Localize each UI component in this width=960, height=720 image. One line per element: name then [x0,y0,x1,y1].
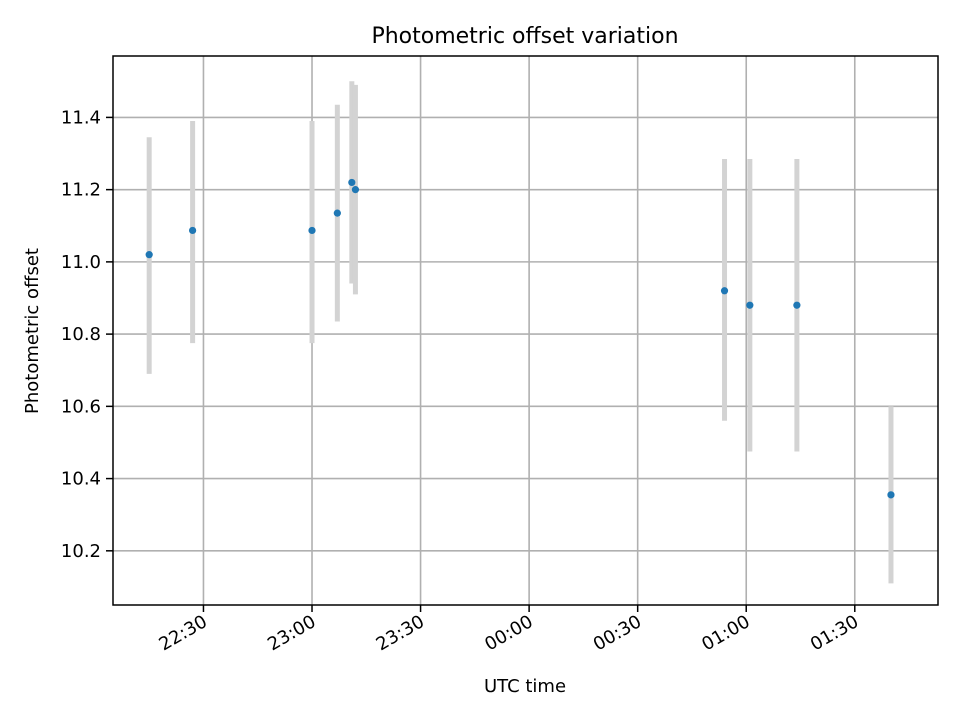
x-tick-label: 22:30 [156,611,211,655]
data-point [793,301,801,309]
data-point [887,491,895,499]
y-tick-label: 10.8 [61,324,101,345]
data-point [348,178,356,187]
chart-title: Photometric offset variation [371,24,678,49]
data-point [333,209,341,217]
x-tick-label: 23:30 [373,611,428,655]
y-tick-label: 11.0 [61,252,101,273]
x-tick-label: 00:30 [590,611,645,655]
x-tick-label: 01:30 [807,611,862,655]
y-tick-label: 10.6 [61,396,101,417]
x-tick-label: 23:00 [264,611,319,655]
x-tick-label: 00:00 [481,611,536,655]
x-tick-label: 01:00 [698,611,753,655]
error-bars [146,81,894,584]
data-points [145,178,895,499]
plot-frame [112,55,939,606]
y-tick-label: 10.2 [61,541,101,562]
x-axis-ticks: 22:30 23:00 23:30 00:00 00:30 01:00 01:30 [156,605,862,655]
y-axis-label: Photometric offset [22,248,43,414]
y-tick-label: 11.2 [61,180,101,201]
grid [113,56,938,605]
data-point [189,226,197,235]
y-axis-ticks: 10.2 10.4 10.6 10.8 11.0 11.2 11.4 [61,107,113,562]
data-point [720,287,729,295]
x-axis-label: UTC time [484,676,566,697]
y-tick-label: 11.4 [61,107,101,128]
data-point [351,186,360,194]
data-point [145,251,153,259]
data-point [746,301,754,309]
data-point [308,226,316,235]
y-tick-label: 10.4 [61,469,101,490]
